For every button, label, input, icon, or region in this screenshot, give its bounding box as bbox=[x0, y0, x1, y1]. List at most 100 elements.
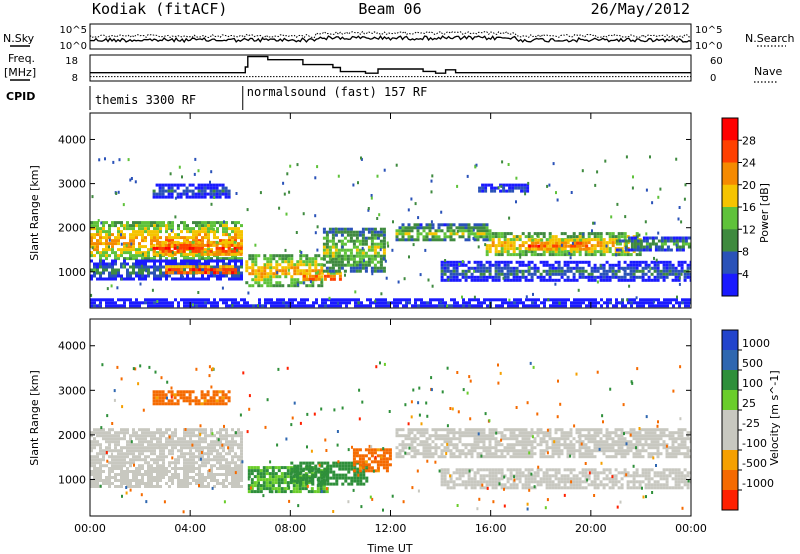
data-cell bbox=[287, 257, 291, 261]
data-cell bbox=[123, 458, 126, 462]
data-cell bbox=[428, 455, 432, 459]
data-cell bbox=[219, 434, 222, 438]
data-cell bbox=[419, 226, 423, 230]
data-cell bbox=[369, 304, 372, 308]
data-cell bbox=[689, 263, 691, 267]
data-cell bbox=[322, 254, 326, 258]
data-cell bbox=[102, 479, 105, 482]
data-point bbox=[477, 245, 480, 249]
data-cell bbox=[379, 460, 383, 464]
data-cell bbox=[132, 434, 135, 438]
data-cell bbox=[204, 446, 207, 450]
data-cell bbox=[443, 260, 447, 264]
data-cell bbox=[150, 221, 153, 225]
data-cell bbox=[438, 304, 441, 308]
data-point bbox=[556, 198, 559, 202]
data-cell bbox=[470, 455, 474, 459]
data-cell bbox=[216, 449, 219, 453]
data-cell bbox=[609, 298, 612, 302]
data-cell bbox=[344, 476, 348, 480]
data-cell bbox=[138, 304, 141, 308]
data-cell bbox=[354, 298, 357, 302]
data-cell bbox=[470, 431, 474, 435]
data-cell bbox=[231, 446, 234, 450]
data-cell bbox=[265, 481, 269, 485]
data-cell bbox=[500, 455, 504, 459]
data-cell bbox=[234, 271, 238, 275]
data-cell bbox=[569, 278, 573, 282]
data-cell bbox=[117, 268, 120, 272]
data-cell bbox=[352, 269, 356, 273]
data-cell bbox=[210, 259, 213, 263]
data-cell bbox=[483, 301, 486, 305]
data-cell bbox=[123, 431, 126, 435]
data-cell bbox=[358, 466, 362, 470]
data-cell bbox=[521, 253, 525, 257]
data-cell bbox=[476, 226, 480, 230]
data-cell bbox=[482, 440, 486, 444]
data-cell bbox=[221, 243, 225, 247]
data-cell bbox=[512, 278, 516, 282]
data-cell bbox=[349, 248, 353, 252]
data-cell bbox=[654, 242, 658, 246]
data-cell bbox=[275, 284, 279, 288]
data-cell bbox=[108, 254, 111, 258]
data-cell bbox=[267, 301, 270, 305]
data-cell bbox=[123, 446, 126, 450]
data-cell bbox=[314, 470, 318, 474]
data-cell bbox=[195, 479, 198, 482]
data-cell bbox=[218, 189, 222, 193]
data-cell bbox=[96, 431, 99, 435]
data-cell bbox=[210, 304, 213, 308]
data-cell bbox=[609, 301, 612, 305]
data-cell bbox=[425, 446, 429, 450]
data-cell bbox=[185, 192, 189, 196]
data-cell bbox=[186, 239, 189, 243]
data-cell bbox=[491, 455, 495, 459]
data-cell bbox=[590, 250, 594, 254]
data-cell bbox=[398, 455, 402, 459]
data-cell bbox=[488, 437, 492, 441]
data-cell bbox=[464, 272, 468, 276]
data-cell bbox=[503, 272, 507, 276]
data-cell bbox=[524, 428, 528, 432]
data-cell bbox=[663, 298, 666, 302]
data-cell bbox=[96, 304, 99, 308]
data-cell bbox=[530, 278, 534, 282]
data-cell bbox=[659, 272, 663, 276]
data-cell bbox=[296, 266, 300, 270]
data-cell bbox=[248, 284, 252, 288]
data-cell bbox=[225, 440, 228, 444]
data-cell bbox=[593, 266, 597, 270]
data-cell bbox=[189, 458, 192, 462]
data-cell bbox=[114, 449, 117, 453]
data-cell bbox=[195, 245, 198, 249]
data-cell bbox=[215, 243, 219, 247]
data-point bbox=[552, 162, 555, 166]
data-cell bbox=[132, 221, 135, 225]
data-cell bbox=[636, 304, 639, 308]
data-cell bbox=[248, 266, 252, 270]
data-cell bbox=[135, 257, 138, 261]
data-cell bbox=[449, 238, 453, 242]
data-cell bbox=[204, 431, 207, 435]
data-cell bbox=[455, 455, 459, 459]
data-cell bbox=[90, 301, 93, 305]
data-cell bbox=[453, 304, 456, 308]
data-cell bbox=[309, 304, 312, 308]
data-cell bbox=[162, 434, 165, 438]
data-cell bbox=[648, 304, 651, 308]
data-cell bbox=[271, 487, 275, 491]
data-point bbox=[430, 179, 433, 183]
data-cell bbox=[278, 275, 282, 279]
data-cell bbox=[512, 238, 516, 242]
data-cell bbox=[572, 266, 576, 270]
data-cell bbox=[328, 251, 332, 255]
data-cell bbox=[183, 277, 186, 281]
data-cell bbox=[287, 284, 291, 288]
data-cell bbox=[99, 265, 102, 269]
data-cell bbox=[524, 275, 528, 279]
data-cell bbox=[329, 470, 333, 474]
data-cell bbox=[299, 479, 303, 483]
data-cell bbox=[179, 192, 183, 196]
